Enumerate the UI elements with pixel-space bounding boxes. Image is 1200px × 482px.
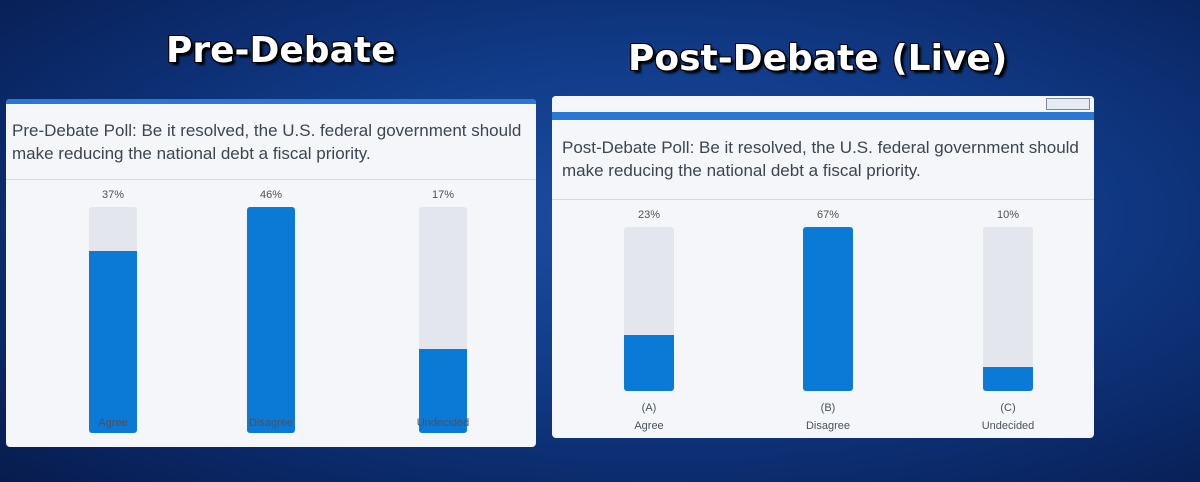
bar-disagree xyxy=(803,227,853,391)
bar-disagree xyxy=(247,207,295,433)
post-debate-poll-title: Post-Debate Poll: Be it resolved, the U.… xyxy=(562,138,1079,180)
post-debate-poll-panel: Post-Debate Poll: Be it resolved, the U.… xyxy=(552,96,1094,438)
bar-track-undecided xyxy=(419,207,467,433)
category-label-undecided: Undecided xyxy=(981,420,1035,432)
category-letter-undecided: (C) xyxy=(1000,402,1016,414)
bar-track-agree xyxy=(89,207,137,433)
value-label-undecided: 10% xyxy=(996,209,1020,221)
category-label-agree: Agree xyxy=(634,420,664,432)
title-divider xyxy=(552,199,1094,200)
bar-track-disagree xyxy=(803,227,853,391)
bar-track-undecided xyxy=(983,227,1033,391)
value-label-agree: 37% xyxy=(101,189,125,201)
pre-debate-poll-title: Pre-Debate Poll: Be it resolved, the U.S… xyxy=(12,121,522,163)
category-label-undecided: Undecided xyxy=(416,417,470,429)
value-label-disagree: 46% xyxy=(259,189,283,201)
category-letter-disagree: (B) xyxy=(820,402,836,414)
pre-debate-poll-panel: Pre-Debate Poll: Be it resolved, the U.S… xyxy=(6,99,536,447)
bar-agree xyxy=(624,334,674,391)
post-debate-heading: Post-Debate (Live) xyxy=(628,38,1008,79)
bar-agree xyxy=(89,251,137,433)
logo-icon xyxy=(1046,98,1090,110)
category-label-disagree: Disagree xyxy=(248,417,294,429)
category-label-disagree: Disagree xyxy=(805,420,851,432)
value-label-undecided: 17% xyxy=(431,189,455,201)
category-letter-agree: (A) xyxy=(641,402,657,414)
panel-header-strip xyxy=(552,96,1094,122)
bar-track-agree xyxy=(624,227,674,391)
title-divider xyxy=(6,179,536,180)
panel-top-bar xyxy=(552,112,1094,120)
pre-debate-heading: Pre-Debate xyxy=(166,30,396,71)
category-label-agree: Agree xyxy=(98,417,128,429)
bar-track-disagree xyxy=(247,207,295,433)
value-label-disagree: 67% xyxy=(816,209,840,221)
bar-undecided xyxy=(419,349,467,433)
value-label-agree: 23% xyxy=(637,209,661,221)
panel-top-bar xyxy=(6,99,536,104)
bar-undecided xyxy=(983,366,1033,391)
